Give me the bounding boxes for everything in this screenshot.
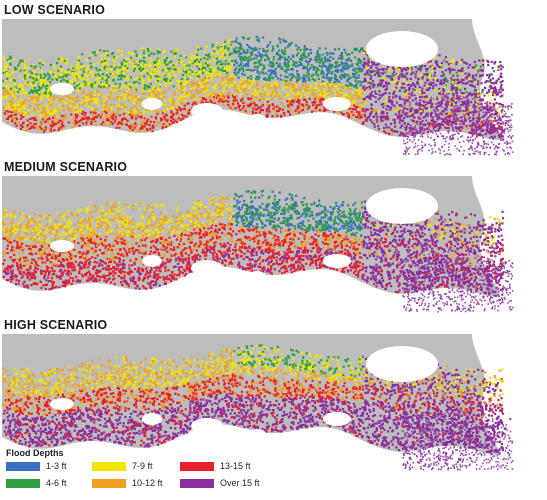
legend-item-4-6ft: 4-6 ft [6,478,67,488]
low-scenario-map [2,19,543,157]
legend-item-1-3ft: 1-3 ft [6,461,67,471]
legend-swatch [6,478,40,488]
medium-scenario-map [2,176,543,314]
high-scenario-title: HIGH SCENARIO [4,318,108,332]
medium-scenario-title: MEDIUM SCENARIO [4,160,128,174]
legend-swatch [92,478,126,488]
legend-label: Over 15 ft [220,478,260,488]
legend-item-10-12ft: 10-12 ft [92,478,163,488]
flood-depth-legend: Flood Depths 1-3 ft 4-6 ft 7-9 ft 10-12 … [6,448,306,498]
legend-label: 13-15 ft [220,461,251,471]
legend-label: 1-3 ft [46,461,67,471]
low-scenario-title: LOW SCENARIO [4,3,106,17]
legend-swatch [180,478,214,488]
legend-label: 10-12 ft [132,478,163,488]
legend-item-over-15ft: Over 15 ft [180,478,260,488]
legend-label: 4-6 ft [46,478,67,488]
legend-swatch [6,461,40,471]
high-scenario-map [2,334,543,472]
legend-item-7-9ft: 7-9 ft [92,461,153,471]
legend-label: 7-9 ft [132,461,153,471]
legend-item-13-15ft: 13-15 ft [180,461,251,471]
legend-swatch [92,461,126,471]
legend-swatch [180,461,214,471]
legend-title: Flood Depths [6,448,64,458]
